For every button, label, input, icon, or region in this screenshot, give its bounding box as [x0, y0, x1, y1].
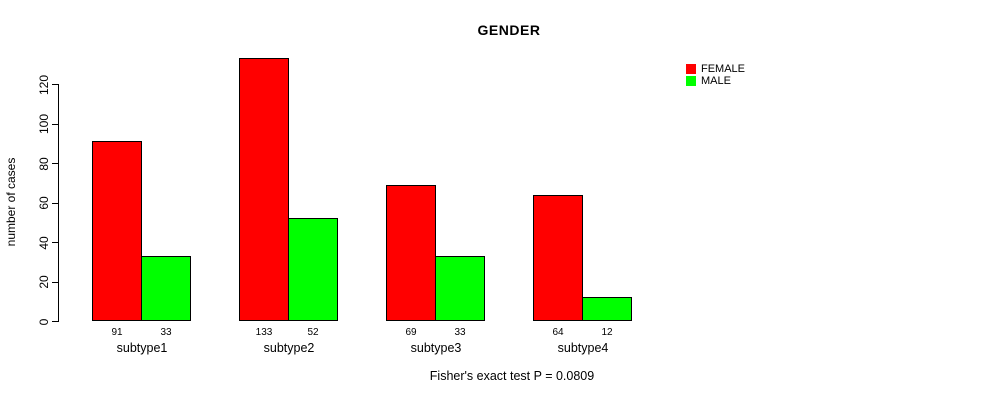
bar-female-subtype3	[386, 185, 436, 321]
legend-swatch-male	[686, 76, 696, 86]
bar-female-subtype2	[239, 58, 289, 321]
y-tick-label: 100	[37, 113, 51, 135]
bar-male-subtype1	[141, 256, 191, 321]
legend-label: FEMALE	[701, 63, 746, 75]
category-label-subtype4: subtype4	[557, 341, 609, 355]
legend: FEMALE MALE	[686, 63, 745, 87]
y-tick-mark	[52, 123, 58, 125]
y-axis-line	[58, 84, 59, 322]
y-tick-label: 20	[37, 275, 51, 289]
caption-text: Fisher's exact test P = 0.0809	[429, 369, 595, 383]
bar-value-label: 64	[552, 327, 564, 338]
y-tick-mark	[52, 84, 58, 85]
y-axis-label: number of cases	[4, 157, 18, 247]
y-tick-label: 40	[37, 235, 51, 250]
bar-value-label: 33	[160, 327, 172, 338]
legend-row-female: FEMALE	[686, 63, 745, 75]
y-tick-label: 80	[37, 156, 51, 171]
category-label-subtype3: subtype3	[410, 341, 462, 355]
y-tick-label: 60	[37, 196, 51, 210]
legend-row-male: MALE	[686, 75, 745, 87]
y-tick-mark	[52, 321, 58, 322]
y-tick-mark	[52, 163, 58, 164]
category-label-subtype1: subtype1	[116, 341, 168, 355]
bar-female-subtype4	[533, 195, 583, 321]
y-tick-mark	[52, 281, 58, 283]
y-tick-label: 120	[37, 74, 51, 95]
y-tick-label: 0	[37, 318, 51, 325]
category-label-subtype2: subtype2	[263, 341, 315, 355]
bar-male-subtype2	[288, 218, 338, 321]
bar-female-subtype1	[92, 141, 142, 321]
bar-value-label: 69	[405, 327, 417, 338]
y-tick-mark	[52, 202, 58, 204]
bar-male-subtype3	[435, 256, 485, 321]
legend-swatch-female	[686, 64, 696, 74]
bar-male-subtype4	[582, 297, 632, 321]
bar-value-label: 133	[255, 327, 273, 338]
bar-value-label: 12	[601, 327, 613, 338]
bar-value-label: 52	[307, 327, 319, 338]
bar-value-label: 91	[111, 327, 123, 338]
bar-value-label: 33	[454, 327, 466, 338]
y-tick-mark	[52, 242, 58, 243]
legend-label: MALE	[701, 75, 731, 87]
chart-title: GENDER	[477, 22, 541, 38]
